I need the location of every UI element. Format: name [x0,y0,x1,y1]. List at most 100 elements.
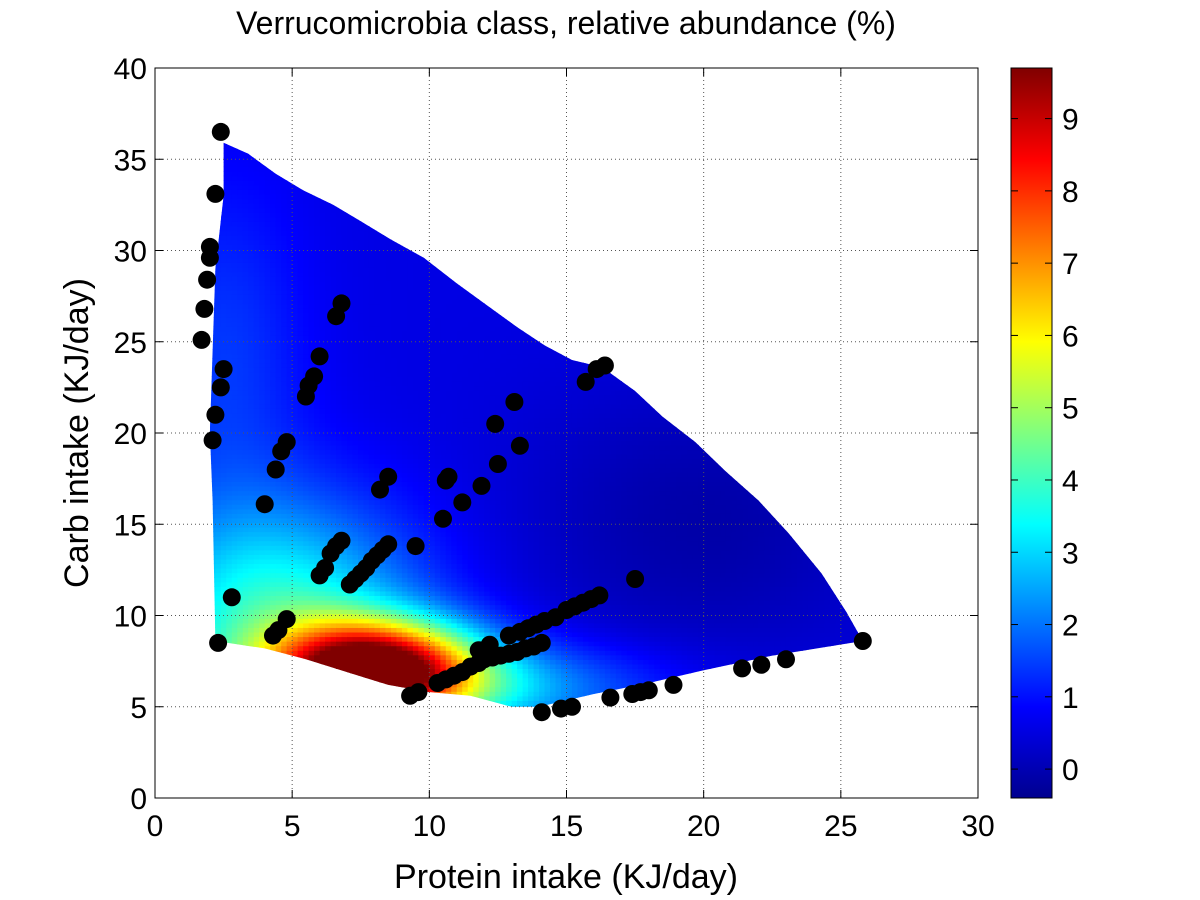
heatmap-cell [336,335,342,340]
heatmap-cell [248,322,254,327]
heatmap-cell [226,582,232,587]
heatmap-cell [353,363,359,368]
heatmap-cell [369,577,375,582]
heatmap-cell [270,372,276,377]
heatmap-cell [347,595,353,600]
heatmap-cell [287,317,293,322]
heatmap-cell [303,212,309,217]
heatmap-cell [276,481,282,486]
heatmap-cell [391,641,397,646]
heatmap-cell [331,240,337,245]
heatmap-cell [407,413,413,418]
heatmap-cell [407,344,413,349]
heatmap-cell [215,504,221,509]
heatmap-cell [396,609,402,614]
heatmap-cell [232,563,238,568]
heatmap-cell [243,271,249,276]
heatmap-cell [363,367,369,372]
heatmap-cell [281,568,287,573]
heatmap-cell [320,244,326,249]
heatmap-cell [248,303,254,308]
heatmap-cell [281,395,287,400]
heatmap-cell [369,609,375,614]
heatmap-cell [358,408,364,413]
heatmap-cell [320,271,326,276]
heatmap-cell [331,285,337,290]
heatmap-cell [309,563,315,568]
heatmap-cell [385,577,391,582]
heatmap-cell [303,636,309,641]
heatmap-cell [292,276,298,281]
heatmap-cell [265,550,271,555]
heatmap-cell [363,363,369,368]
heatmap-cell [325,290,331,295]
heatmap-cell [320,495,326,500]
heatmap-cell [292,545,298,550]
heatmap-cell [248,180,254,185]
heatmap-cell [265,518,271,523]
heatmap-cell [363,500,369,505]
heatmap-cell [347,344,353,349]
heatmap-cell [402,413,408,418]
heatmap-cell [237,550,243,555]
heatmap-cell [336,399,342,404]
heatmap-cell [281,262,287,267]
heatmap-cell [396,550,402,555]
heatmap-cell [259,194,265,199]
heatmap-cell [276,253,282,258]
heatmap-cell [254,226,260,231]
heatmap-cell [254,331,260,336]
heatmap-cell [358,313,364,318]
heatmap-cell [298,500,304,505]
heatmap-cell [292,532,298,537]
heatmap-cell [369,449,375,454]
heatmap-cell [380,271,386,276]
heatmap-cell [320,408,326,413]
heatmap-cell [309,600,315,605]
heatmap-cell [347,477,353,482]
heatmap-cell [342,244,348,249]
heatmap-cell [309,317,315,322]
heatmap-cell [221,459,227,464]
heatmap-cell [270,235,276,240]
heatmap-cell [248,171,254,176]
heatmap-cell [363,290,369,295]
heatmap-cell [254,408,260,413]
heatmap-cell [380,386,386,391]
heatmap-cell [226,344,232,349]
heatmap-cell [232,294,238,299]
heatmap-cell [281,527,287,532]
heatmap-cell [243,459,249,464]
heatmap-cell [237,344,243,349]
heatmap-cell [226,235,232,240]
heatmap-cell [358,436,364,441]
heatmap-cell [237,331,243,336]
heatmap-cell [407,504,413,509]
heatmap-cell [363,244,369,249]
heatmap-cell [336,513,342,518]
heatmap-cell [325,367,331,372]
heatmap-cell [215,294,221,299]
heatmap-cell [232,614,238,619]
heatmap-cell [298,445,304,450]
heatmap-cell [221,568,227,573]
heatmap-cell [232,390,238,395]
heatmap-cell [292,477,298,482]
heatmap-cell [385,253,391,258]
heatmap-cell [363,472,369,477]
heatmap-cell [374,518,380,523]
heatmap-cell [314,632,320,637]
heatmap-cell [254,240,260,245]
heatmap-cell [243,249,249,254]
heatmap-cell [314,340,320,345]
heatmap-cell [369,468,375,473]
heatmap-cell [331,363,337,368]
heatmap-cell [292,367,298,372]
heatmap-cell [215,344,221,349]
heatmap-cell [320,600,326,605]
heatmap-cell [325,646,331,651]
heatmap-cell [331,381,337,386]
heatmap-cell [215,609,221,614]
heatmap-cell [210,427,216,432]
heatmap-cell [347,399,353,404]
